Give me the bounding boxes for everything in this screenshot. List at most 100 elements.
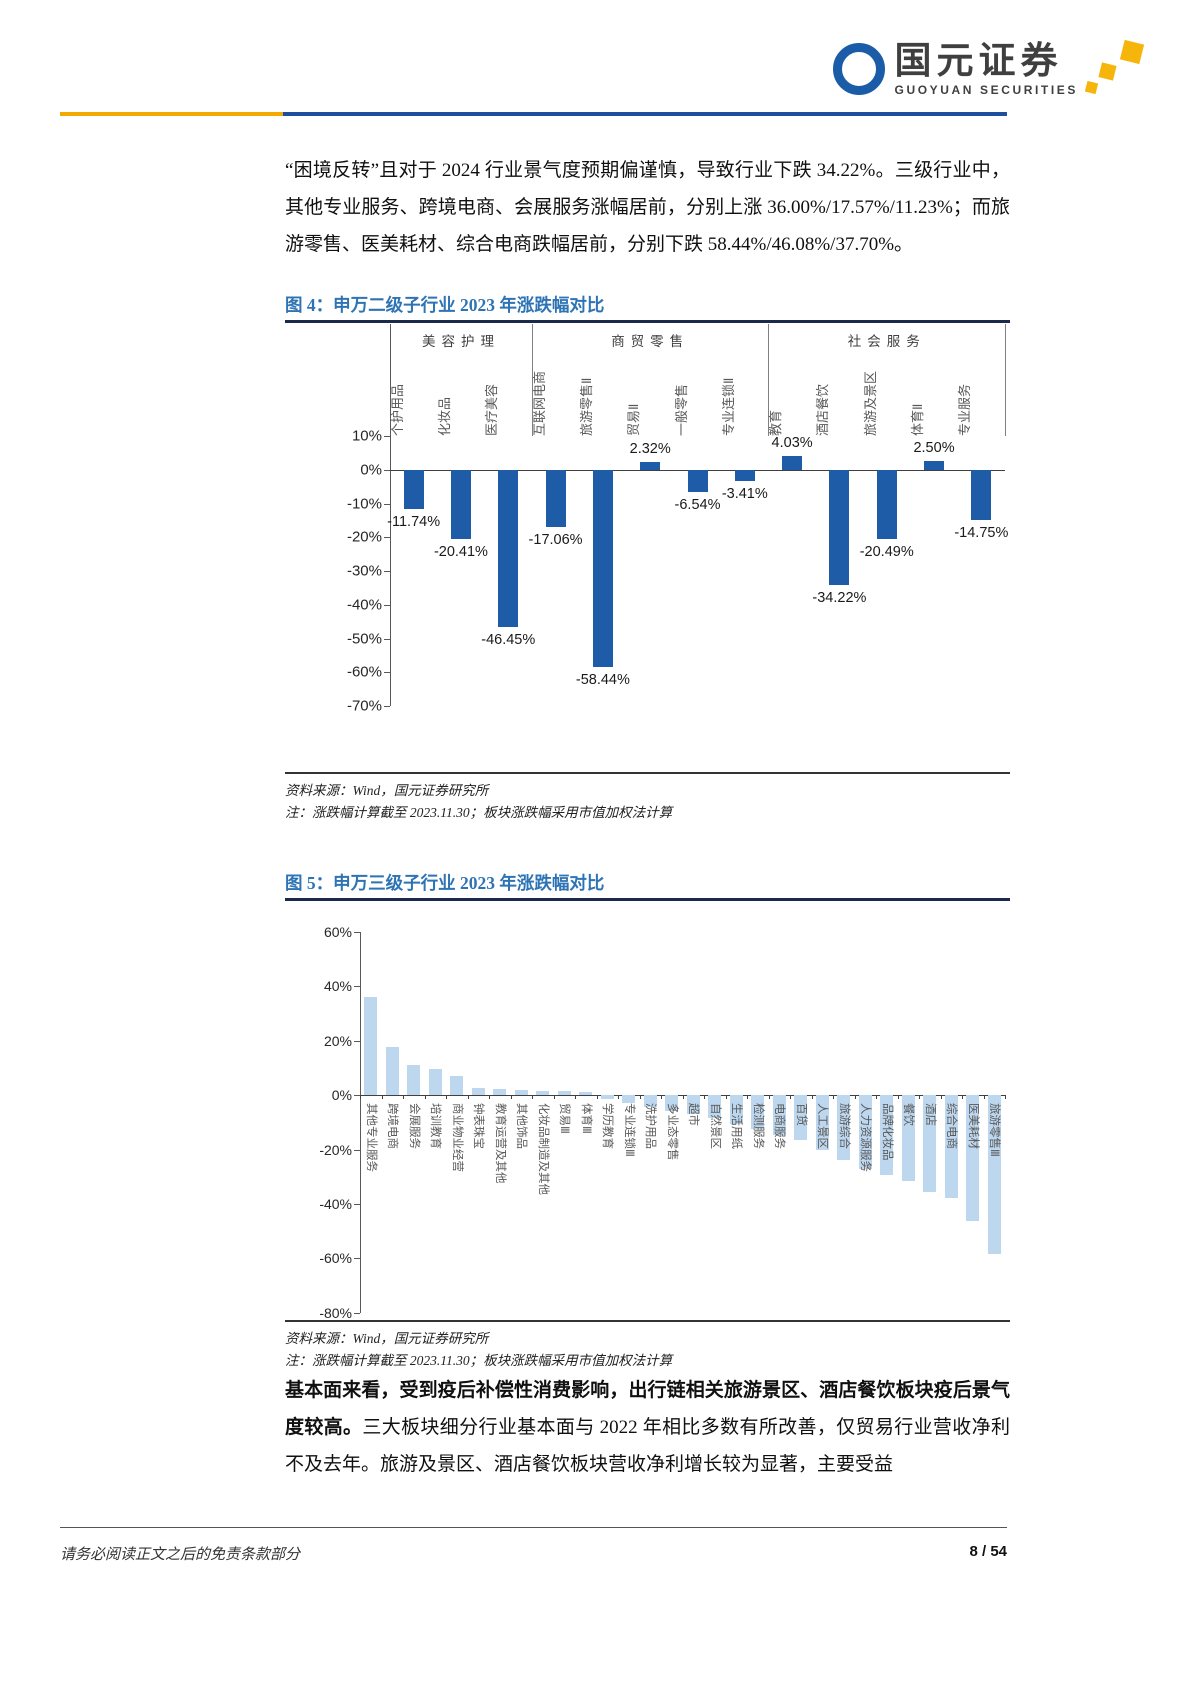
bar: [971, 469, 992, 520]
bar: [545, 469, 566, 528]
y-tick-mark: [384, 436, 390, 437]
y-tick-mark: [354, 1040, 360, 1042]
axis-tick-mark: [553, 1095, 555, 1100]
bar: [665, 1095, 679, 1111]
group-label: 社会服务: [847, 334, 926, 349]
category-label: 品牌化妆品: [880, 1103, 893, 1161]
category-label: 贸易Ⅲ: [558, 1103, 571, 1135]
y-tick-mark: [354, 986, 360, 988]
y-tick-mark: [384, 638, 390, 640]
bar: [592, 469, 613, 667]
y-tick-label: -60%: [346, 663, 382, 681]
body-paragraph-2-bold: 基本面来看，受到疫后补偿性消费影响，出行链相关旅游景区、酒店餐饮板块疫后景气度较…: [285, 1380, 1010, 1438]
brand-logo: 国元证券 GUOYUAN SECURITIES: [832, 39, 1148, 98]
header-rule-gold: [60, 112, 283, 116]
category-label: 一般零售: [673, 383, 689, 436]
category-label: 商业物业经营: [450, 1103, 463, 1173]
category-label: 电商服务: [773, 1103, 786, 1150]
bar: [772, 1095, 786, 1135]
value-label: -3.41%: [721, 486, 768, 503]
y-tick-mark: [384, 571, 390, 572]
y-tick-label: 40%: [323, 978, 352, 995]
axis-tick-mark: [962, 1095, 963, 1100]
category-label: 培训教育: [429, 1103, 442, 1150]
bar: [536, 1090, 550, 1096]
y-tick-mark: [354, 1095, 360, 1097]
figure4-source: 资料来源：Wind，国元证券研究所: [285, 783, 489, 798]
axis-tick-mark: [1005, 1095, 1006, 1100]
figure5-bottom-rule: [285, 1320, 1010, 1322]
category-label: 体育Ⅲ: [579, 1103, 592, 1135]
y-tick-label: -80%: [319, 1304, 352, 1321]
y-tick-mark: [384, 537, 390, 539]
axis-tick-mark: [811, 1095, 813, 1100]
brand-squares-icon: [1084, 39, 1148, 98]
axis-tick-mark: [381, 1095, 383, 1100]
axis-tick-mark: [446, 1095, 447, 1100]
body-paragraph-2: 基本面来看，受到疫后补偿性消费影响，出行链相关旅游景区、酒店餐饮板块疫后景气度较…: [285, 1372, 1010, 1483]
y-tick-mark: [354, 1204, 360, 1205]
category-label: 个护用品: [389, 383, 405, 436]
axis-tick-mark: [983, 1095, 985, 1100]
figure5-title: 图 5：申万三级子行业 2023 年涨跌幅对比: [285, 873, 605, 893]
bar: [498, 469, 519, 627]
bar: [579, 1091, 593, 1096]
bar: [987, 1095, 1001, 1255]
category-label: 超市: [687, 1103, 700, 1127]
bar: [686, 1095, 700, 1115]
gold-square-icon: [1084, 80, 1099, 95]
figure4-title: 图 4：申万二级子行业 2023 年涨跌幅对比: [285, 295, 605, 315]
bar: [815, 1095, 829, 1150]
y-tick-mark: [384, 604, 390, 606]
body-paragraph-1: “困境反转”且对于 2024 行业景气度预期偏谨慎，导致行业下跌 34.22%。…: [285, 160, 1010, 255]
figure5-source-block: 资料来源：Wind，国元证券研究所 注：涨跌幅计算截至 2023.11.30；板…: [285, 1328, 1010, 1373]
bar: [622, 1095, 636, 1104]
axis-tick-mark: [532, 1095, 533, 1100]
category-label: 其他饰品: [515, 1103, 528, 1150]
value-label: -20.49%: [859, 543, 914, 560]
bar: [385, 1047, 399, 1096]
axis-tick-mark: [510, 1095, 512, 1100]
y-tick-label: -60%: [319, 1250, 352, 1267]
value-label: -11.74%: [387, 514, 441, 531]
category-label: 旅游零售Ⅱ: [578, 377, 594, 436]
group-separator: [1005, 324, 1006, 436]
category-label: 化妆品: [436, 396, 452, 436]
y-tick-label: -50%: [346, 630, 382, 647]
category-label: 酒店餐饮: [815, 383, 831, 436]
value-label: -17.06%: [528, 532, 583, 549]
group-label: 美容护理: [421, 334, 500, 349]
category-label: 百货: [794, 1103, 807, 1127]
bar: [407, 1064, 421, 1096]
y-tick-label: 10%: [351, 427, 382, 445]
axis-tick-mark: [919, 1095, 920, 1100]
gold-square-icon: [1119, 39, 1145, 65]
figure4-note: 注：涨跌幅计算截至 2023.11.30；板块涨跌幅采用市值加权法计算: [285, 805, 673, 821]
y-tick-mark: [384, 706, 390, 707]
y-tick-label: 60%: [323, 924, 352, 940]
bar: [403, 469, 424, 510]
axis-tick-mark: [747, 1095, 748, 1100]
y-tick-mark: [384, 469, 390, 471]
bar: [794, 1095, 808, 1141]
figure5-chart: 60% 40% 20% 0% -20% -40% -60% -80% 其他专业服务 跨境电商 会展服…: [285, 902, 1010, 1321]
bar: [751, 1095, 765, 1130]
category-label: 旅游及景区: [862, 370, 878, 436]
brand-name-en: GUOYUAN SECURITIES: [894, 83, 1078, 97]
value-label: -46.45%: [481, 631, 536, 648]
bar: [734, 469, 755, 482]
figure5-note: 注：涨跌幅计算截至 2023.11.30；板块涨跌幅采用市值加权法计算: [285, 1353, 673, 1369]
bar: [924, 461, 945, 470]
figure4-bottom-rule: [285, 772, 1010, 774]
category-label: 生活用纸: [730, 1103, 743, 1150]
figure4-title-rule: [285, 320, 1010, 323]
bar: [428, 1068, 442, 1096]
bar: [450, 1076, 464, 1096]
axis-tick-mark: [876, 1095, 877, 1100]
group-separator: [531, 324, 533, 436]
category-label: 教育运营及其他: [493, 1103, 506, 1184]
brand-circle-icon: [832, 43, 885, 95]
y-axis-line: [390, 324, 391, 706]
category-label: 化妆品制造及其他: [536, 1103, 549, 1196]
